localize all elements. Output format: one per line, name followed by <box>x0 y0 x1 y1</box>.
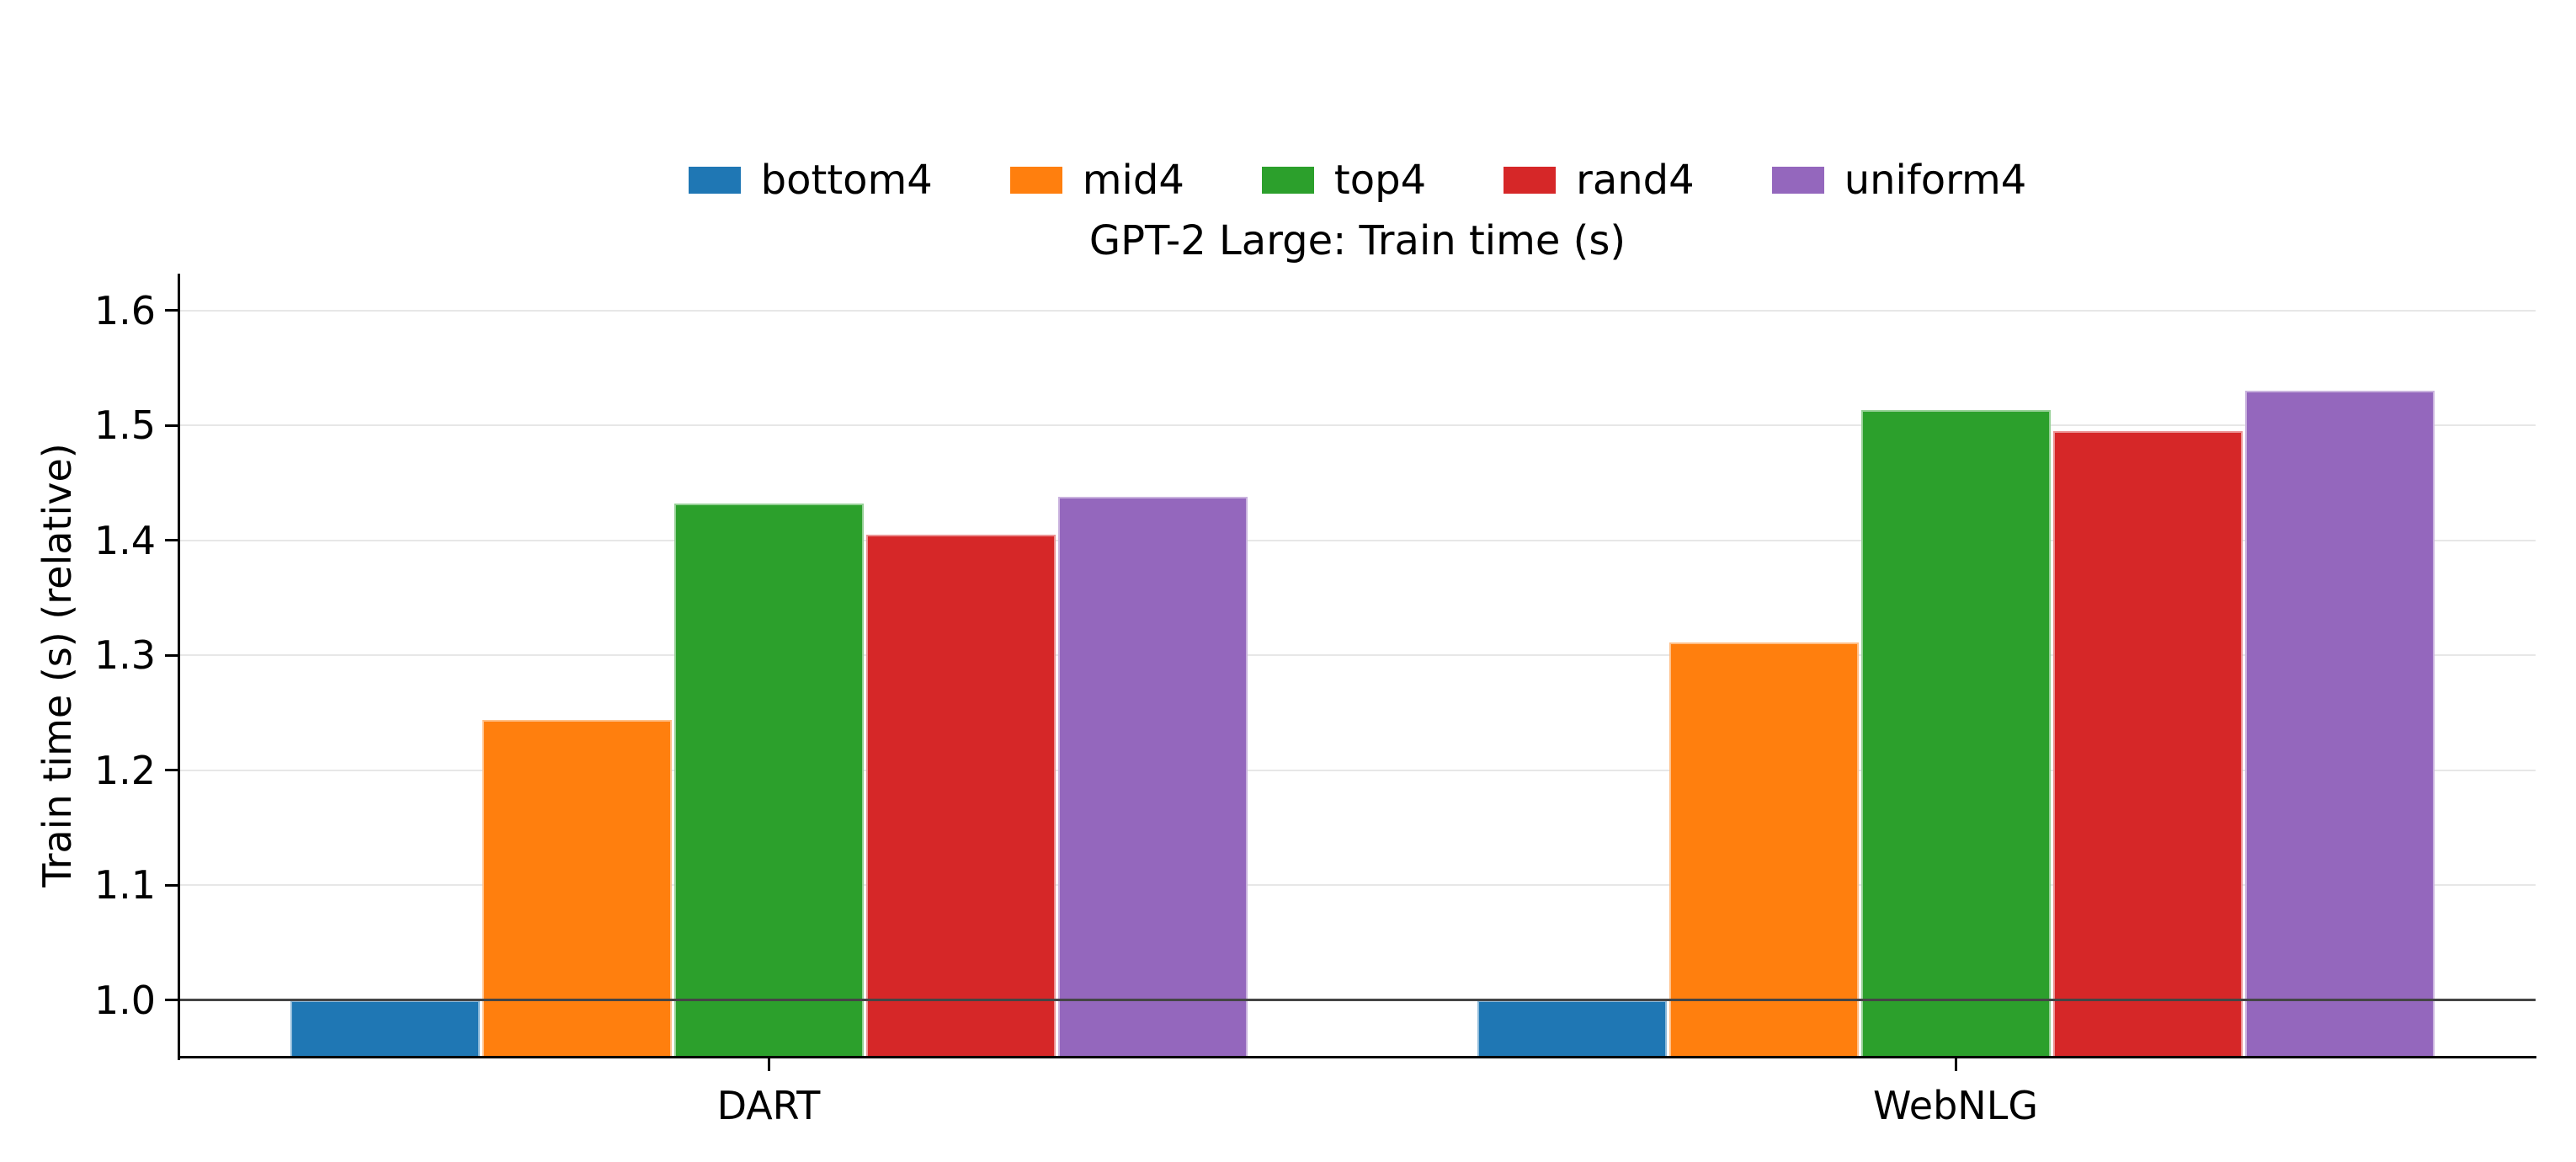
legend-swatch-mid4 <box>1009 167 1062 194</box>
y-tick-label-1.3: 1.3 <box>93 632 156 679</box>
x-tick-label-WebNLG: WebNLG <box>1873 1083 2038 1128</box>
y-tick <box>165 653 179 657</box>
y-tick-label-1.1: 1.1 <box>93 862 156 909</box>
y-tick-label-1.0: 1.0 <box>93 977 156 1023</box>
y-tick-label-1.6: 1.6 <box>93 287 156 333</box>
x-tick <box>767 1058 770 1071</box>
legend-label-bottom4: bottom4 <box>760 157 933 204</box>
bar-DART-uniform4 <box>1057 496 1248 1058</box>
y-tick-label-1.5: 1.5 <box>93 402 156 449</box>
legend-item-bottom4: bottom4 <box>688 157 933 204</box>
bar-WebNLG-mid4 <box>1669 642 1859 1058</box>
legend: bottom4 mid4 top4 rand4 uniform4 <box>179 154 2536 206</box>
bar-DART-top4 <box>673 504 864 1058</box>
gridline-1.3 <box>179 654 2536 657</box>
bar-DART-mid4 <box>482 719 672 1058</box>
gridline-1.4 <box>179 539 2536 541</box>
x-tick-label-DART: DART <box>716 1083 821 1128</box>
bar-WebNLG-uniform4 <box>2244 391 2435 1058</box>
y-tick-label-1.4: 1.4 <box>93 517 156 563</box>
x-axis-spine <box>178 1056 2536 1058</box>
gridline-1.1 <box>179 884 2536 887</box>
bar-WebNLG-bottom4 <box>1477 999 1667 1058</box>
gridline-1.6 <box>179 309 2536 312</box>
bar-DART-bottom4 <box>290 999 480 1058</box>
legend-item-mid4: mid4 <box>1009 157 1184 204</box>
legend-label-uniform4: uniform4 <box>1844 157 2027 204</box>
baseline-line <box>179 999 2536 1002</box>
legend-swatch-bottom4 <box>688 167 741 194</box>
y-tick <box>165 309 179 312</box>
y-tick-label-1.2: 1.2 <box>93 747 156 793</box>
plot-area: 1.0 1.1 1.2 1.3 1.4 1.5 1.6 DART WebNLG <box>94 274 2536 1128</box>
y-tick <box>165 999 179 1002</box>
x-tick <box>1954 1058 1957 1071</box>
y-tick <box>165 424 179 427</box>
legend-item-rand4: rand4 <box>1504 160 1695 200</box>
bar-WebNLG-top4 <box>1860 410 2051 1058</box>
legend-item-uniform4: uniform4 <box>1771 157 2027 204</box>
gridline-1.2 <box>179 769 2536 771</box>
bar-WebNLG-rand4 <box>2052 431 2243 1058</box>
chart-title: GPT-2 Large: Train time (s) <box>1088 217 1626 264</box>
legend-swatch-top4 <box>1261 167 1314 194</box>
legend-item-top4: top4 <box>1261 157 1427 204</box>
legend-label-top4: top4 <box>1333 157 1427 204</box>
legend-swatch-rand4 <box>1504 167 1557 194</box>
y-tick <box>165 769 179 772</box>
gridline-1.5 <box>179 424 2536 427</box>
y-tick <box>165 883 179 887</box>
legend-label-rand4: rand4 <box>1576 157 1695 204</box>
y-tick <box>165 539 179 542</box>
bar-DART-rand4 <box>865 534 1056 1058</box>
y-axis-spine <box>178 274 180 1060</box>
legend-label-mid4: mid4 <box>1082 157 1184 204</box>
legend-swatch-uniform4 <box>1771 167 1824 194</box>
